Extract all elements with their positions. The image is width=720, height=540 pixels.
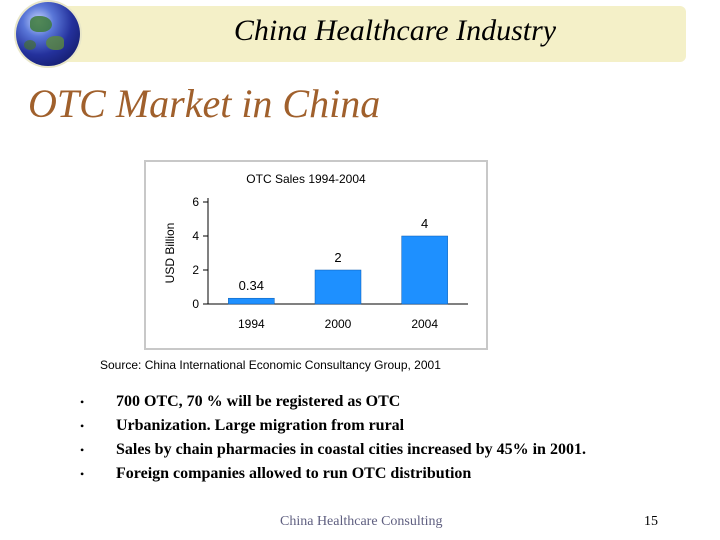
chart-source: Source: China International Economic Con…: [100, 358, 441, 372]
globe-icon: [16, 2, 80, 66]
slide-title: OTC Market in China: [28, 81, 381, 126]
bullet-item: • Urbanization. Large migration from rur…: [72, 414, 672, 438]
x-tick-label: 1994: [238, 317, 265, 331]
bar-chart: OTC Sales 1994-2004 0 2 4 6 USD Billion 0.34 19…: [163, 172, 468, 331]
bar: [228, 297, 275, 305]
x-tick-label: 2000: [325, 317, 352, 331]
bullet-text: Urbanization. Large migration from rural: [116, 417, 405, 434]
bullet-dot: •: [80, 419, 85, 433]
bullet-dot: •: [80, 395, 85, 409]
bullet-text: 700 OTC, 70 % will be registered as OTC: [116, 393, 401, 410]
chart-title: OTC Sales 1994-2004: [246, 172, 366, 186]
bar: [314, 269, 362, 305]
y-tick-label: 4: [192, 229, 199, 243]
x-tick-label: 2004: [411, 317, 438, 331]
bullet-text: Foreign companies allowed to run OTC dis…: [116, 465, 472, 482]
chart-container: OTC Sales 1994-2004 0 2 4 6 USD Billion 0.34 19…: [144, 160, 488, 350]
footer-company: China Healthcare Consulting: [280, 514, 443, 529]
bar-value-label: 2: [334, 250, 341, 265]
bar-value-label: 0.34: [239, 278, 264, 293]
header-band: China Healthcare Industry: [0, 0, 720, 66]
bullet-item: • Sales by chain pharmacies in coastal c…: [72, 438, 672, 462]
bar: [401, 235, 448, 305]
y-tick-label: 2: [192, 263, 199, 277]
bullet-text: Sales by chain pharmacies in coastal cit…: [116, 441, 586, 458]
y-tick-label: 6: [192, 195, 199, 209]
bullet-list: • 700 OTC, 70 % will be registered as OT…: [72, 390, 672, 486]
y-tick-label: 0: [192, 297, 199, 311]
page-number: 15: [644, 514, 658, 529]
bar-value-label: 4: [421, 216, 428, 231]
header-bar: [50, 6, 686, 62]
bullet-dot: •: [80, 467, 85, 481]
y-axis-label: USD Billion: [163, 223, 177, 284]
bullet-item: • Foreign companies allowed to run OTC d…: [72, 462, 672, 486]
bullet-item: • 700 OTC, 70 % will be registered as OT…: [72, 390, 672, 414]
bullet-dot: •: [80, 443, 85, 457]
header-title: China Healthcare Industry: [233, 14, 557, 47]
